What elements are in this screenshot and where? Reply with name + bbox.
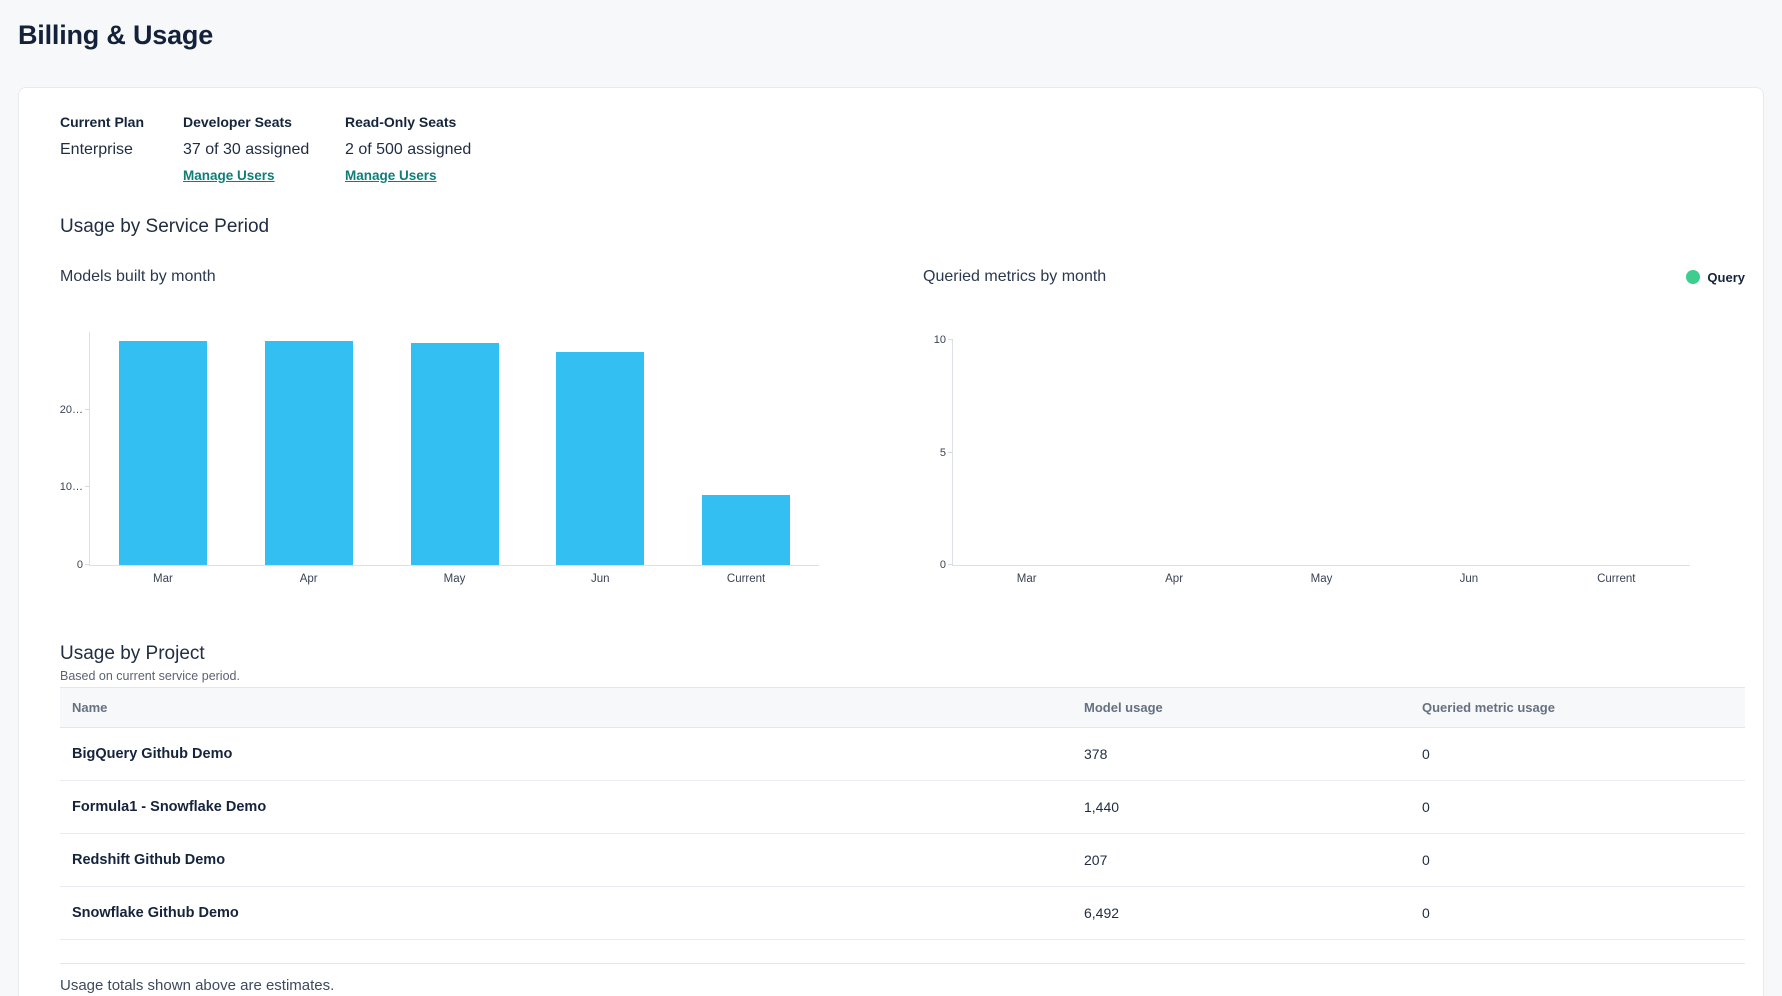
model-usage-value: 1,440 (1084, 799, 1120, 815)
queried-metrics-plot: 0 5 10 Mar Apr May Jun Current (934, 334, 1690, 585)
x-axis-label: Jun (591, 573, 610, 585)
developer-seats-value: 37 of 30 assigned (183, 141, 310, 158)
readonly-seats-block: Read-Only Seats 2 of 500 assigned Manage… (345, 114, 471, 185)
current-plan-label: Current Plan (60, 114, 145, 130)
table-row[interactable]: BigQuery Github Demo 378 0 (60, 728, 1745, 781)
y-tick-label: 0 (76, 559, 83, 571)
queried-metric-usage-value: 0 (1422, 799, 1430, 815)
legend-dot-icon (1686, 270, 1701, 284)
y-tick-mark (948, 451, 953, 453)
project-name: Redshift Github Demo (72, 852, 226, 868)
x-axis-label: Jun (1459, 573, 1479, 585)
models-built-plot: 0 10… 20… Mar Apr May Jun Current (60, 332, 819, 585)
y-tick-mark (85, 408, 90, 410)
y-tick-label: 10 (933, 334, 946, 346)
y-tick-mark (85, 564, 90, 565)
bar (556, 352, 645, 565)
legend-label: Query (1707, 269, 1745, 285)
table-empty-row (60, 940, 1745, 964)
usage-by-service-period-heading: Usage by Service Period (60, 216, 270, 237)
models-built-chart: Models built by month 0 10… 20… Mar Apr May Ju… (60, 266, 819, 585)
usage-by-project-heading: Usage by Project (60, 643, 205, 664)
y-tick-mark (948, 564, 953, 565)
column-header-model-usage: Model usage (1084, 700, 1163, 715)
developer-seats-block: Developer Seats 37 of 30 assigned Manage… (183, 114, 345, 185)
bar (410, 342, 499, 565)
model-usage-value: 207 (1084, 852, 1108, 868)
y-tick-label: 20… (59, 403, 83, 416)
x-axis-label: Mar (152, 573, 173, 585)
table-row[interactable]: Redshift Github Demo 207 0 (60, 834, 1745, 887)
page-title: Billing & Usage (18, 20, 214, 50)
x-axis-label: Mar (1016, 573, 1037, 585)
queried-metrics-chart-title: Queried metrics by month (923, 268, 1107, 285)
x-axis-label: May (1310, 573, 1333, 585)
manage-readonly-users-link[interactable]: Manage Users (345, 168, 437, 183)
usage-by-project-table: Name Model usage Queried metric usage Bi… (60, 687, 1745, 964)
model-usage-value: 378 (1084, 746, 1108, 762)
current-plan-block: Current Plan Enterprise (60, 114, 183, 185)
table-header-row: Name Model usage Queried metric usage (60, 688, 1745, 728)
column-header-queried-metric-usage: Queried metric usage (1422, 700, 1555, 715)
usage-estimate-note: Usage totals shown above are estimates. (60, 977, 335, 994)
table-row[interactable]: Snowflake Github Demo 6,492 0 (60, 887, 1745, 940)
y-tick-label: 10… (59, 481, 83, 494)
model-usage-value: 6,492 (1084, 905, 1120, 921)
y-tick-label: 5 (939, 446, 946, 459)
page-header: Billing & Usage (0, 0, 1782, 87)
queried-metric-usage-value: 0 (1422, 852, 1430, 868)
table-row[interactable]: Formula1 - Snowflake Demo 1,440 0 (60, 781, 1745, 834)
developer-seats-label: Developer Seats (183, 114, 292, 130)
current-plan-value: Enterprise (60, 141, 133, 158)
x-axis-label: Current (1597, 573, 1636, 585)
x-axis-label: Apr (299, 573, 318, 585)
project-name: Snowflake Github Demo (72, 905, 239, 921)
table-body: BigQuery Github Demo 378 0 Formula1 - Snowf… (60, 728, 1745, 940)
y-tick-label: 0 (939, 559, 946, 571)
project-name: Formula1 - Snowflake Demo (72, 799, 267, 815)
queried-metric-usage-value: 0 (1422, 905, 1430, 921)
y-tick-mark (85, 486, 90, 488)
chart-legend: Query (1686, 270, 1745, 285)
queried-metric-usage-value: 0 (1422, 746, 1430, 762)
models-built-chart-title: Models built by month (60, 268, 216, 285)
readonly-seats-label: Read-Only Seats (345, 114, 457, 130)
bar (702, 495, 791, 565)
queried-metrics-chart: Queried metrics by month Query 0 5 10 Mar Ap… (923, 266, 1745, 585)
x-axis-label: May (443, 573, 466, 585)
charts-row: Models built by month 0 10… 20… Mar Apr May Ju… (60, 266, 1745, 588)
project-name: BigQuery Github Demo (72, 746, 233, 762)
x-axis-label: Current (726, 573, 766, 585)
y-tick-mark (948, 339, 953, 340)
billing-card: Current Plan Enterprise Developer Seats … (18, 87, 1764, 996)
bar (118, 341, 207, 565)
x-axis-label: Apr (1165, 573, 1184, 585)
plan-summary: Current Plan Enterprise Developer Seats … (60, 114, 1745, 185)
usage-by-project-subheading: Based on current service period. (60, 669, 240, 683)
manage-developer-users-link[interactable]: Manage Users (183, 168, 275, 183)
column-header-name: Name (72, 700, 108, 715)
readonly-seats-value: 2 of 500 assigned (345, 141, 472, 158)
bar (264, 341, 353, 565)
